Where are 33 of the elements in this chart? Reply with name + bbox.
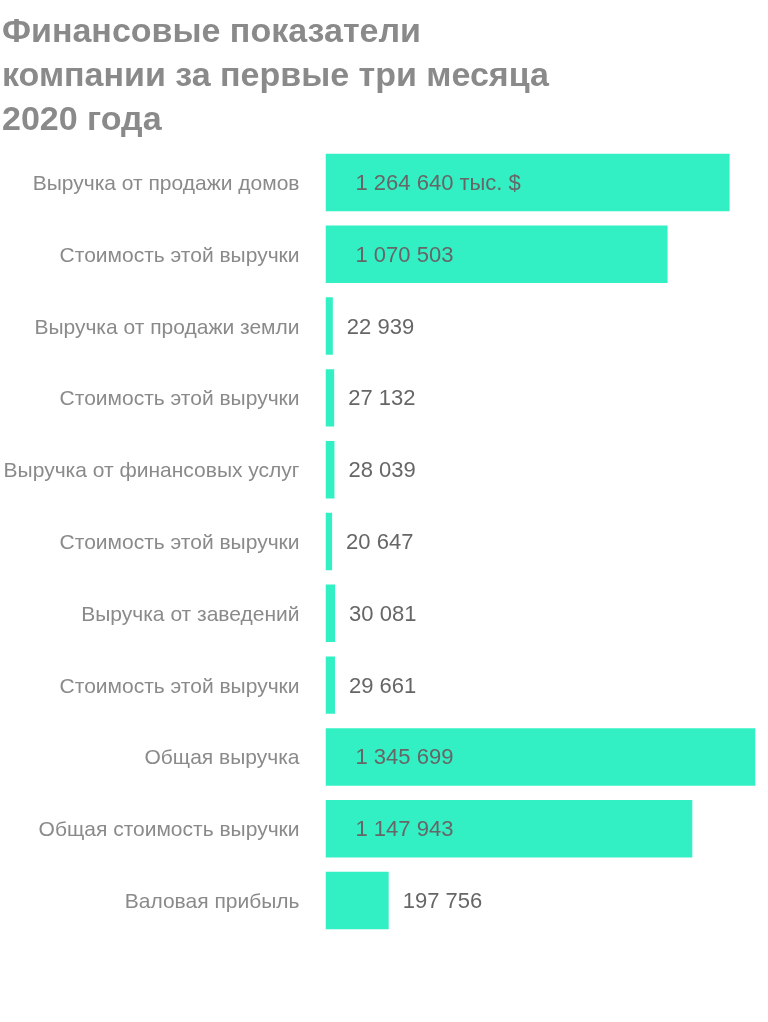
- bar: [325, 296, 333, 355]
- y-tick-label: Общая выручка: [144, 745, 300, 769]
- y-tick-label: Выручка от продажи земли: [34, 314, 300, 338]
- data-label: 22 939: [346, 313, 415, 339]
- y-tick-label: Стоимость этой выручки: [59, 673, 300, 697]
- y-tick-label: Выручка от продажи домов: [32, 170, 300, 194]
- y-tick-label: Стоимость этой выручки: [59, 385, 300, 409]
- y-tick-label: Выручка от заведений: [81, 601, 300, 625]
- bar: [325, 512, 333, 570]
- y-tick-label: Валовая прибыль: [124, 888, 300, 912]
- bar: [325, 368, 335, 427]
- bar: [325, 225, 668, 283]
- data-label: 1 264 640 тыс. $: [355, 169, 521, 195]
- data-label: 28 039: [348, 456, 416, 482]
- y-tick-label: Общая стоимость выручки: [38, 816, 300, 840]
- bar: [325, 799, 693, 858]
- data-label: 197 756: [402, 887, 483, 913]
- data-label: 1 147 943: [355, 815, 454, 841]
- data-label: 27 132: [348, 384, 416, 410]
- y-tick-label: Выручка от финансовых услуг: [3, 457, 300, 481]
- bar: [325, 153, 730, 211]
- y-tick-label: Стоимость этой выручки: [59, 529, 300, 553]
- chart-title: Финансовые показатели компании за первые три месяца 2020 года: [2, 10, 549, 140]
- bar: [325, 584, 336, 642]
- data-label: 29 661: [348, 672, 417, 698]
- bar: [325, 655, 335, 714]
- data-label: 30 081: [349, 600, 417, 626]
- data-label: 1 070 503: [355, 241, 454, 267]
- data-label: 20 647: [346, 528, 414, 554]
- bar: [325, 871, 389, 929]
- bar: [325, 727, 756, 786]
- y-tick-label: Стоимость этой выручки: [59, 242, 300, 266]
- data-label: 1 345 699: [355, 744, 454, 770]
